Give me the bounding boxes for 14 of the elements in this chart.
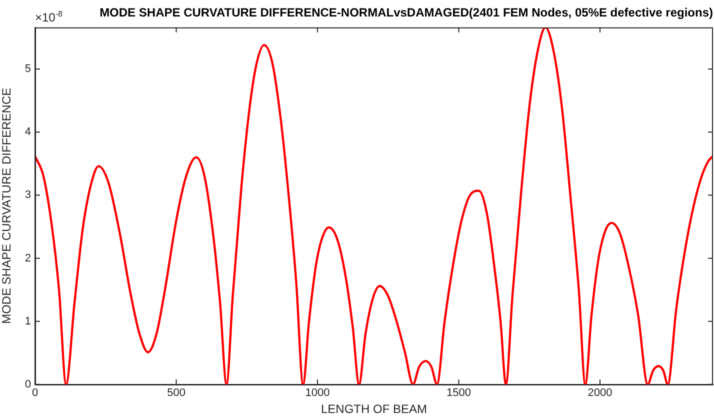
y-tick-label: 0 <box>24 378 31 390</box>
line-series <box>35 27 713 384</box>
y-tick-label: 4 <box>24 126 31 138</box>
y-tick-label: 5 <box>24 63 31 76</box>
chart-title: MODE SHAPE CURVATURE DIFFERENCE-NORMALvsDAMAGED(2401 FEM Nodes, 05%E defective regions) <box>100 6 713 20</box>
x-axis-title: LENGTH OF BEAM <box>320 402 428 416</box>
x-tick-label: 1000 <box>305 387 330 400</box>
y-tick-label: 2 <box>24 252 31 264</box>
x-tick-label: 2000 <box>588 387 612 400</box>
y-tick-label: 3 <box>24 189 31 202</box>
x-tick-label: 500 <box>167 387 186 400</box>
y-axis-title: MODE SHAPE CURVATURE DIFFERENCE <box>0 88 14 324</box>
y-tick-label: 1 <box>24 315 31 328</box>
x-tick-label: 1500 <box>446 387 471 400</box>
